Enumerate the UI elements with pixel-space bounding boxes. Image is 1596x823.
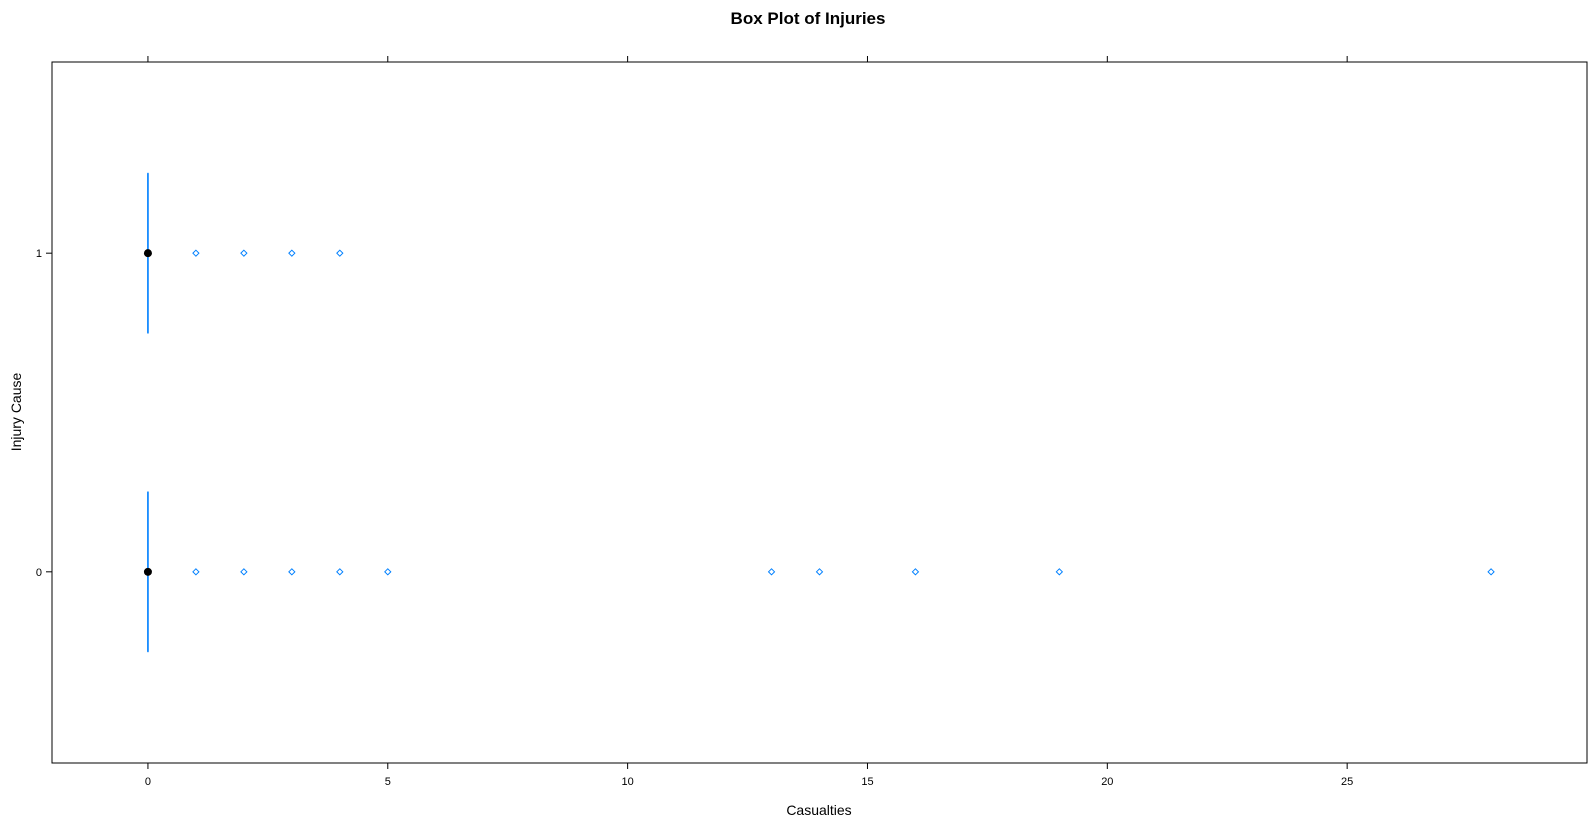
x-tick-label: 10: [622, 776, 634, 788]
outlier-point: [192, 568, 200, 576]
outlier-point: [767, 568, 776, 576]
x-tick-label: 5: [385, 776, 391, 788]
y-tick-label: 0: [36, 567, 42, 579]
outlier-point: [384, 568, 392, 576]
x-tick-label: 15: [861, 776, 873, 788]
median-dot: [143, 249, 152, 258]
boxes: [143, 172, 1495, 653]
y-axis-label: Injury Cause: [8, 372, 24, 451]
outlier-point: [240, 568, 248, 576]
plot-frame: [51, 61, 1588, 764]
outlier-point: [815, 568, 824, 576]
box-0: [143, 491, 1495, 653]
y-tick-label: 1: [36, 248, 42, 260]
x-tick-label: 20: [1101, 776, 1113, 788]
x-axis-top: [147, 56, 1348, 62]
median-dot: [143, 567, 152, 576]
outlier-point: [240, 249, 248, 257]
y-axis: 01: [36, 248, 52, 579]
outlier-point: [192, 249, 200, 257]
x-axis-bottom: 0 5 10 15 20 25: [145, 763, 1353, 788]
x-axis-label: Casualties: [786, 802, 851, 818]
x-tick-label: 0: [145, 776, 151, 788]
box-1: [143, 172, 344, 334]
outlier-point: [336, 249, 344, 257]
outlier-point: [288, 249, 296, 257]
chart-title: Box Plot of Injuries: [731, 9, 886, 28]
x-tick-label: 25: [1341, 776, 1353, 788]
outlier-point: [1055, 568, 1064, 576]
outlier-point: [911, 568, 920, 576]
outlier-point: [336, 568, 344, 576]
outlier-point: [288, 568, 296, 576]
outlier-point: [1487, 568, 1495, 576]
